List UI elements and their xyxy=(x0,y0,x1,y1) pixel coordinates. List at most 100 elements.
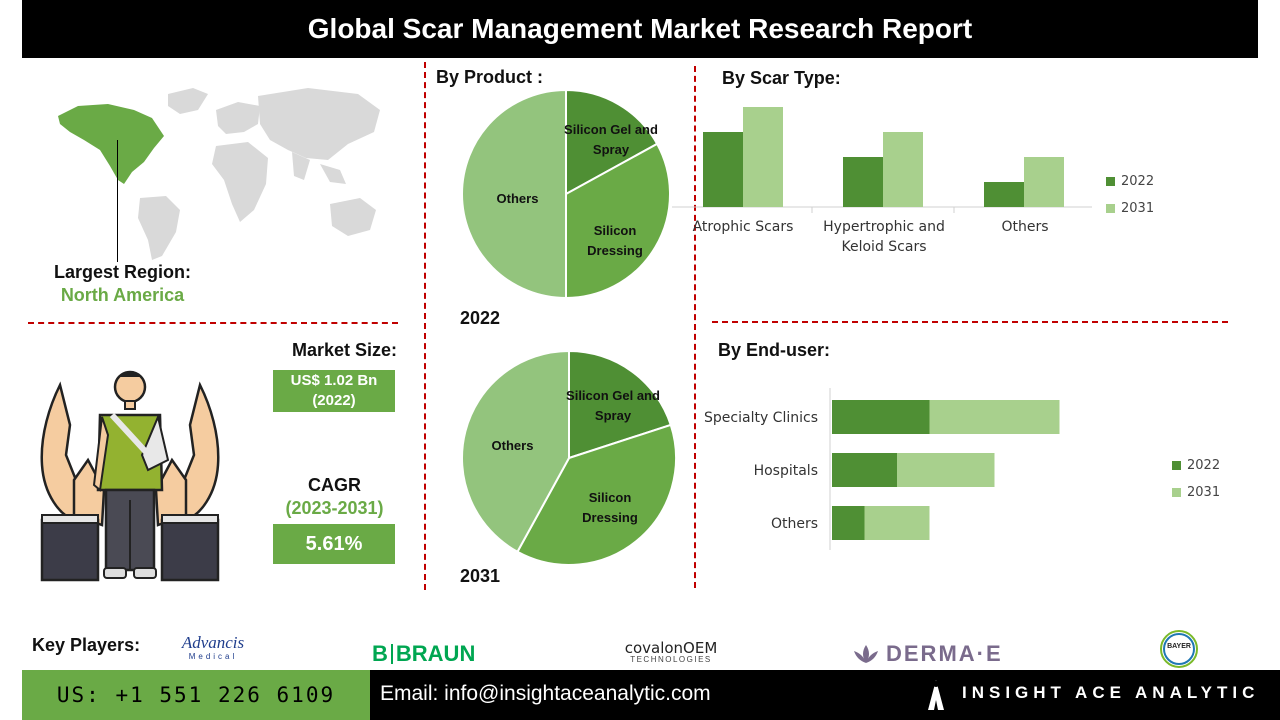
world-map xyxy=(58,88,380,260)
scar-cat-hypertrophic-line1: Hypertrophic and xyxy=(823,219,945,235)
footer-brand: INSIGHT ACE ANALYTIC xyxy=(962,683,1260,702)
footer-email[interactable]: Email: info@insightaceanalytic.com xyxy=(380,682,711,705)
by-scar-type-label: By Scar Type: xyxy=(722,68,841,88)
market-size-year: (2022) xyxy=(312,392,356,409)
end-user-bar-2022-2 xyxy=(832,506,865,540)
legend-text-2022-b: 2022 xyxy=(1187,458,1221,473)
pie-2031-slice-others xyxy=(461,349,570,554)
footer-phone[interactable]: US: +1 551 226 6109 xyxy=(56,683,336,707)
market-size-value: US$ 1.02 Bn xyxy=(290,372,378,389)
pie-2022-slice-others xyxy=(461,88,567,300)
scar-bar-2031-1 xyxy=(883,132,923,207)
lotus-icon xyxy=(854,645,878,663)
logo-bayer-text: BAYER xyxy=(1167,643,1191,650)
pie-2022-label-dressing-line1: Silicon xyxy=(593,223,637,238)
scar-cat-hypertrophic: Hypertrophic and Keloid Scars xyxy=(816,217,952,257)
largest-region-value: North America xyxy=(60,285,185,305)
logo-advancis-sub: Medical xyxy=(188,652,238,661)
key-players-label: Key Players: xyxy=(32,635,141,655)
end-user-legend-2022: 2022 xyxy=(1172,458,1220,473)
pie-2022-label-others: Others xyxy=(496,191,539,206)
end-user-bar-chart xyxy=(829,388,1060,550)
legend-swatch-2022-b xyxy=(1172,461,1181,470)
legend-text-2031-b: 2031 xyxy=(1187,485,1221,500)
end-user-legend-2031: 2031 xyxy=(1172,485,1220,500)
cagr-value: 5.61% xyxy=(273,524,395,564)
scar-bar-2022-0 xyxy=(703,132,743,207)
logo-advancis-text: Advancis xyxy=(181,633,245,652)
scar-bar-2022-2 xyxy=(984,182,1024,207)
pie-2031-label-gel: Silicon Gel and Spray xyxy=(558,386,668,426)
legend-text-2031: 2031 xyxy=(1121,201,1155,216)
logo-derma-e-text: DERMA·E xyxy=(886,641,1003,666)
divider-left xyxy=(424,62,426,590)
scar-legend-2031: 2031 xyxy=(1106,201,1154,216)
pie-2031-slice-dressing xyxy=(516,423,677,566)
pie-2031-label-others: Others xyxy=(491,438,534,453)
end-user-bar-2031-2 xyxy=(864,506,930,540)
end-user-bar-2022-0 xyxy=(832,400,930,434)
divider-right xyxy=(694,66,696,588)
market-size-label: Market Size: xyxy=(291,340,397,360)
legend-swatch-2031 xyxy=(1106,204,1115,213)
scar-cat-others: Others xyxy=(1001,219,1049,235)
end-user-bar-2022-1 xyxy=(832,453,897,487)
logo-derma-e: DERMA·E xyxy=(852,641,1003,667)
pie-2022-label-dressing-line2: Dressing xyxy=(587,243,643,258)
pie-2031-slice-gel xyxy=(568,349,673,460)
end-user-bar-2031-0 xyxy=(929,400,1060,434)
divider-right-horizontal xyxy=(712,321,1228,323)
insightace-logo-icon xyxy=(928,680,944,710)
patient-hands-illustration xyxy=(40,370,220,582)
pie-2031-year: 2031 xyxy=(460,566,501,586)
end-user-cat-others: Others xyxy=(770,516,818,532)
report-title-bar: Global Scar Management Market Research R… xyxy=(22,0,1258,58)
pie-2022-label-gel: Silicon Gel and Spray xyxy=(556,120,666,160)
pie-2022-year: 2022 xyxy=(460,308,501,328)
pie-2031-label-dressing: Silicon Dressing xyxy=(570,488,650,528)
logo-covalon-sub: TECHNOLOGIES xyxy=(630,655,712,664)
divider-left-horizontal xyxy=(28,322,398,324)
pie-2022-slice-gel xyxy=(565,88,659,196)
legend-swatch-2022 xyxy=(1106,177,1115,186)
legend-swatch-2031-b xyxy=(1172,488,1181,497)
scar-cat-atrophic: Atrophic Scars xyxy=(692,219,794,235)
cagr-label: CAGR xyxy=(308,475,361,495)
pie-2022-label-gel-line1: Silicon Gel and xyxy=(564,122,658,137)
scar-cat-hypertrophic-line2: Keloid Scars xyxy=(841,239,927,255)
region-pointer-line xyxy=(117,140,118,262)
logo-covalon: covalonOEM TECHNOLOGIES xyxy=(622,639,720,666)
logo-bbraun-divider xyxy=(390,644,393,664)
logo-bbraun-text: BRAUN xyxy=(395,641,476,666)
scar-bar-2031-2 xyxy=(1024,157,1064,207)
pie-2022-slice-dressing xyxy=(565,142,671,300)
legend-text-2022: 2022 xyxy=(1121,174,1155,189)
pie-2022-label-dressing: Silicon Dressing xyxy=(575,221,655,261)
pie-chart-2022 xyxy=(461,88,671,300)
by-product-label: By Product : xyxy=(436,67,544,87)
logo-bbraun: B BRAUN xyxy=(372,641,475,667)
footer-contact-bar: Email: info@insightaceanalytic.com INSIG… xyxy=(370,670,1280,720)
footer-phone-bar: US: +1 551 226 6109 xyxy=(22,670,370,720)
report-title: Global Scar Management Market Research R… xyxy=(307,13,973,44)
scar-legend-2022: 2022 xyxy=(1106,174,1154,189)
pie-2022-label-gel-line2: Spray xyxy=(592,142,630,157)
pie-2031-label-gel-line2: Spray xyxy=(594,408,632,423)
scar-bar-2022-1 xyxy=(843,157,883,207)
scar-bar-2031-0 xyxy=(743,107,783,207)
pie-2031-label-gel-line1: Silicon Gel and xyxy=(566,388,660,403)
pie-2031-label-dressing-line2: Dressing xyxy=(582,510,638,525)
cagr-period: (2023-2031) xyxy=(285,498,384,518)
end-user-bar-2031-1 xyxy=(897,453,995,487)
end-user-cat-hospitals: Hospitals xyxy=(753,463,818,479)
by-end-user-label: By End-user: xyxy=(718,340,831,360)
logo-bayer xyxy=(1160,630,1198,668)
logo-covalon-text: covalonOEM xyxy=(624,639,718,657)
logo-bbraun-b: B xyxy=(372,641,388,666)
pie-2031-label-dressing-line1: Silicon xyxy=(588,490,632,505)
market-size-box: US$ 1.02 Bn (2022) xyxy=(273,370,395,412)
end-user-cat-specialty: Specialty Clinics xyxy=(704,410,818,426)
pie-chart-2031 xyxy=(461,349,677,566)
scar-type-bar-chart xyxy=(672,107,1092,213)
largest-region-label: Largest Region: xyxy=(53,262,191,282)
